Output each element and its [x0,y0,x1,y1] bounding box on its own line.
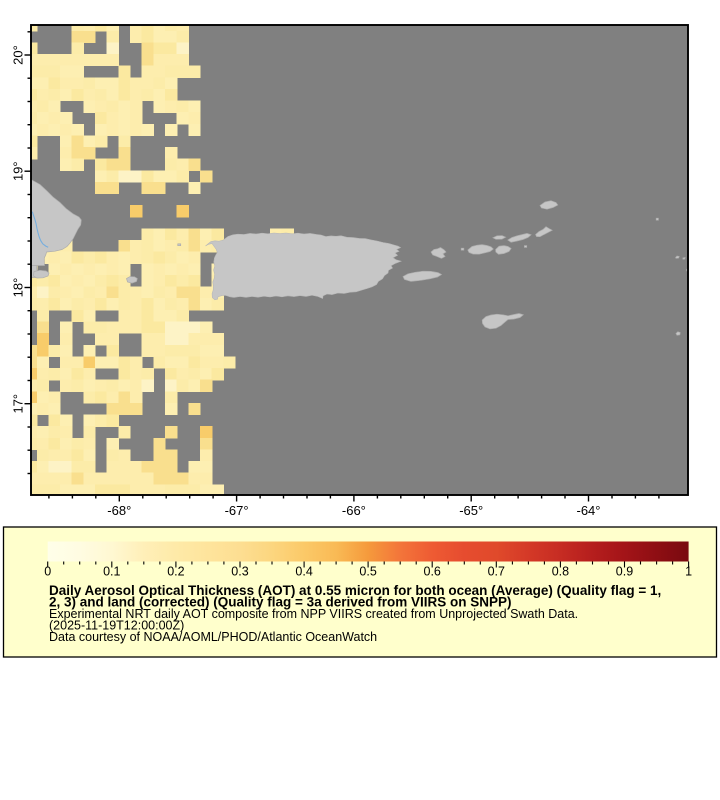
svg-text:0.4: 0.4 [295,565,312,579]
svg-text:-66°: -66° [342,503,366,518]
svg-text:Experimental NRT daily AOT com: Experimental NRT daily AOT composite fro… [49,607,578,621]
svg-text:0.8: 0.8 [552,565,569,579]
svg-text:0.1: 0.1 [103,565,120,579]
svg-text:19°: 19° [11,161,26,181]
svg-text:0.3: 0.3 [231,565,248,579]
svg-text:0.5: 0.5 [359,565,376,579]
svg-text:0.2: 0.2 [167,565,184,579]
svg-text:Data courtesy of NOAA/AOML/PHO: Data courtesy of NOAA/AOML/PHOD/Atlantic… [49,630,377,644]
svg-text:0.9: 0.9 [616,565,633,579]
svg-text:-65°: -65° [459,503,483,518]
svg-text:1: 1 [685,565,692,579]
svg-text:(2025-11-19T12:00:00Z): (2025-11-19T12:00:00Z) [49,619,184,633]
svg-text:20°: 20° [11,45,26,65]
svg-text:-64°: -64° [577,503,601,518]
svg-text:0.6: 0.6 [424,565,441,579]
svg-text:Daily Aerosol Optical Thicknes: Daily Aerosol Optical Thickness (AOT) at… [49,583,661,598]
svg-text:0.7: 0.7 [488,565,505,579]
svg-text:0: 0 [44,565,51,579]
svg-text:-68°: -68° [107,503,131,518]
svg-text:17°: 17° [11,394,26,414]
svg-text:2, 3) and land (corrected) (Qu: 2, 3) and land (corrected) (Quality flag… [49,595,511,610]
svg-text:18°: 18° [11,278,26,298]
svg-text:-67°: -67° [225,503,249,518]
